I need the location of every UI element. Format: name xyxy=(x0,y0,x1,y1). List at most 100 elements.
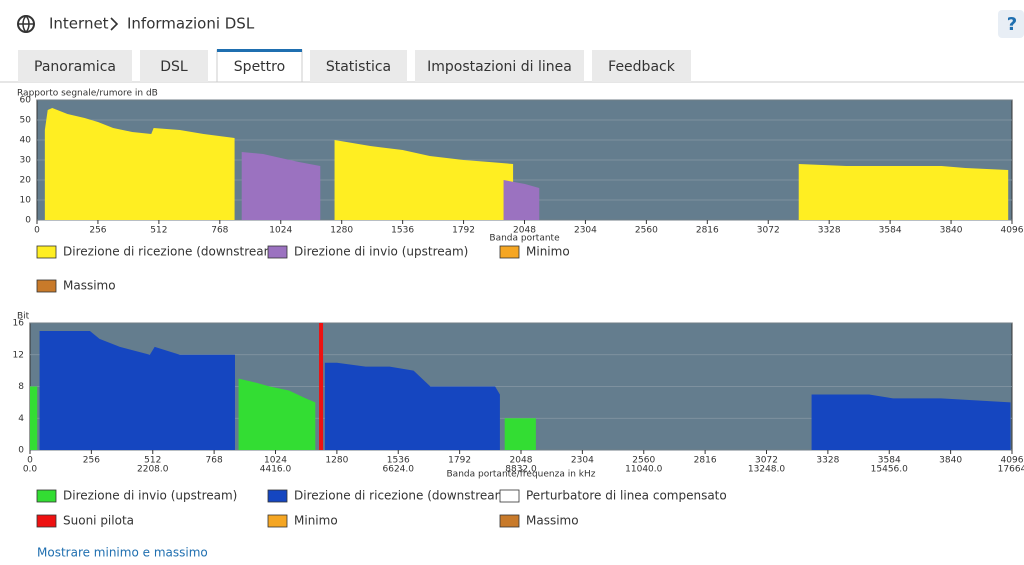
legend-swatch xyxy=(499,489,520,503)
x-tick-label: 1536 xyxy=(387,456,410,466)
x-tick-label: 3584 xyxy=(879,226,902,236)
x-tick-label: 2304 xyxy=(574,226,597,236)
y-tick-label: 12 xyxy=(13,350,24,360)
legend-swatch xyxy=(499,245,520,259)
x2-tick-label: 6624.0 xyxy=(383,465,415,475)
legend-label: Perturbatore di linea compensato xyxy=(526,489,727,503)
legend-label: Massimo xyxy=(526,514,579,528)
legend-swatch xyxy=(36,279,57,293)
area xyxy=(30,378,536,450)
x-tick-label: 3072 xyxy=(755,456,778,466)
y-tick-label: 10 xyxy=(20,196,32,206)
tab-label[interactable]: Spettro xyxy=(234,59,285,75)
x-axis-title: Banda portante/frequenza in kHz xyxy=(447,470,596,480)
x-tick-label: 1792 xyxy=(452,226,475,236)
y-axis-title: Rapporto segnale/rumore in dB xyxy=(17,89,158,99)
legend-swatch xyxy=(499,514,520,528)
x-tick-label: 1280 xyxy=(325,456,348,466)
x2-tick-label: 4416.0 xyxy=(260,465,292,475)
x-tick-label: 0 xyxy=(27,456,33,466)
x-tick-label: 1792 xyxy=(448,456,471,466)
x-tick-label: 512 xyxy=(144,456,161,466)
breadcrumb-item[interactable]: Internet xyxy=(49,15,109,33)
x2-tick-label: 17664 xyxy=(998,465,1024,475)
legend-swatch xyxy=(36,489,57,503)
x-tick-label: 3840 xyxy=(940,226,963,236)
y-axis-title: Bit xyxy=(17,312,30,322)
y-tick-label: 4 xyxy=(18,414,24,424)
help-icon[interactable]: ? xyxy=(1007,14,1017,35)
legend-label: Direzione di invio (upstream) xyxy=(63,489,237,503)
x-tick-label: 1024 xyxy=(269,226,292,236)
y-tick-label: 40 xyxy=(20,136,32,146)
tab-label[interactable]: Panoramica xyxy=(34,59,116,75)
x-tick-label: 3328 xyxy=(818,226,841,236)
area xyxy=(241,152,540,220)
x-tick-label: 2304 xyxy=(571,456,594,466)
y-tick-label: 50 xyxy=(20,116,32,126)
tab-label[interactable]: DSL xyxy=(160,59,188,75)
x-tick-label: 768 xyxy=(206,456,223,466)
x-tick-label: 2816 xyxy=(694,456,717,466)
x-axis-title: Banda portante xyxy=(489,234,560,244)
area xyxy=(39,330,1011,450)
x-tick-label: 2560 xyxy=(632,456,655,466)
x-tick-label: 3328 xyxy=(816,456,839,466)
x2-tick-label: 2208.0 xyxy=(137,465,169,475)
x-tick-label: 256 xyxy=(83,456,100,466)
legend-label: Minimo xyxy=(294,514,338,528)
tab[interactable] xyxy=(18,50,132,82)
legend-label: Direzione di invio (upstream) xyxy=(294,245,468,259)
legend-label: Minimo xyxy=(526,245,570,259)
x-tick-label: 1280 xyxy=(330,226,353,236)
legend-label: Direzione di ricezione (downstream) xyxy=(294,489,511,503)
x2-tick-label: 11040.0 xyxy=(625,465,662,475)
x2-tick-label: 15456.0 xyxy=(871,465,908,475)
x-tick-label: 4096 xyxy=(1001,456,1024,466)
tab-label[interactable]: Statistica xyxy=(326,59,391,75)
y-tick-label: 60 xyxy=(20,96,32,106)
area xyxy=(44,108,1009,220)
legend-swatch xyxy=(267,245,288,259)
x-tick-label: 3072 xyxy=(757,226,780,236)
legend-swatch xyxy=(267,489,288,503)
y-tick-label: 30 xyxy=(20,156,32,166)
legend-swatch xyxy=(267,514,288,528)
x-tick-label: 3840 xyxy=(939,456,962,466)
breadcrumb-item: Informazioni DSL xyxy=(127,15,255,33)
help-button[interactable] xyxy=(998,10,1024,38)
tab-label[interactable]: Feedback xyxy=(608,59,676,75)
legend-label: Suoni pilota xyxy=(63,514,134,528)
x-tick-label: 1024 xyxy=(264,456,287,466)
y-tick-label: 20 xyxy=(20,176,32,186)
y-tick-label: 16 xyxy=(13,319,25,329)
legend-swatch xyxy=(36,245,57,259)
tab[interactable] xyxy=(592,50,691,82)
x-tick-label: 4096 xyxy=(1001,226,1024,236)
tab-label[interactable]: Impostazioni di linea xyxy=(427,59,572,75)
x-tick-label: 2048 xyxy=(513,226,536,236)
tab[interactable] xyxy=(415,50,584,82)
legend-swatch xyxy=(36,514,57,528)
tab[interactable] xyxy=(140,50,208,82)
tab[interactable] xyxy=(216,49,303,83)
x-tick-label: 512 xyxy=(150,226,167,236)
toggle-link[interactable]: Mostrare minimo e massimo xyxy=(37,546,208,560)
x-tick-label: 256 xyxy=(89,226,106,236)
y-tick-label: 8 xyxy=(18,382,24,392)
tab[interactable] xyxy=(310,50,407,82)
y-tick-label: 0 xyxy=(18,446,24,456)
x-tick-label: 2816 xyxy=(696,226,719,236)
y-tick-label: 0 xyxy=(25,216,31,226)
x-tick-label: 0 xyxy=(34,226,40,236)
legend-label: Direzione di ricezione (downstream) xyxy=(63,245,280,259)
x2-tick-label: 8832.0 xyxy=(505,465,537,475)
legend-label: Massimo xyxy=(63,279,116,293)
x-tick-label: 768 xyxy=(211,226,228,236)
x-tick-label: 2560 xyxy=(635,226,658,236)
pilot-tone xyxy=(319,323,324,450)
x2-tick-label: 13248.0 xyxy=(748,465,785,475)
x2-tick-label: 0.0 xyxy=(23,465,38,475)
